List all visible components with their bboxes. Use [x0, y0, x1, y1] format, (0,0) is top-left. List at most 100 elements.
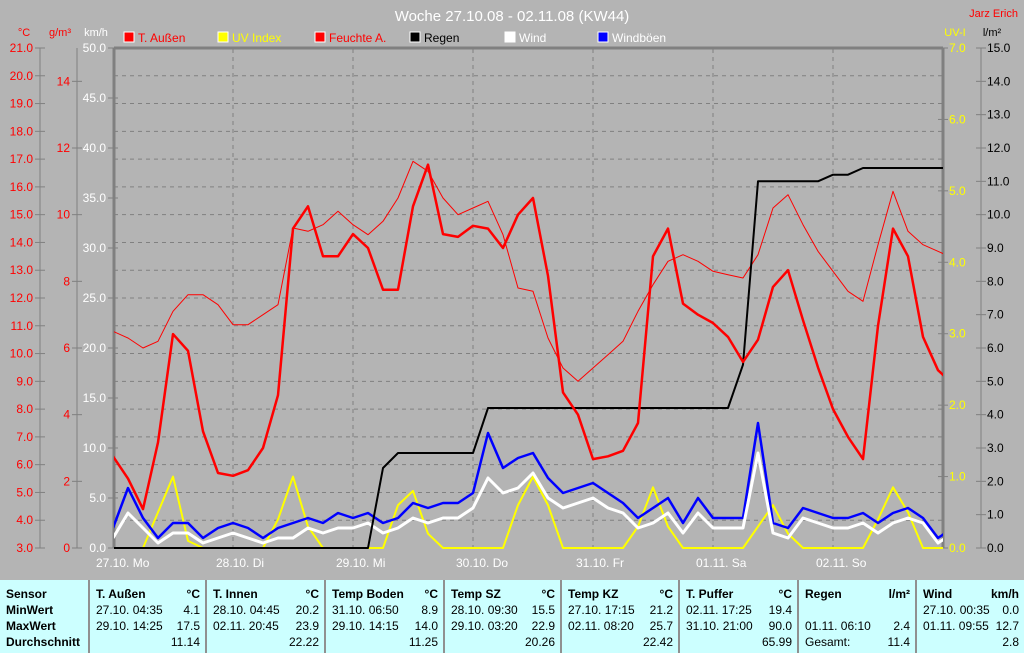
legend-swatch [217, 31, 229, 43]
temp-tick-label: 19.0 [10, 97, 34, 111]
temp-tick-label: 11.0 [11, 319, 34, 333]
rain-tick-label: 1.0 [987, 508, 1004, 522]
max-time: 29.10. 03:20 [451, 619, 518, 633]
rain-axis-unit: l/m² [983, 27, 1002, 39]
legend-label: Windböen [612, 31, 666, 45]
uv-tick-label: 1.0 [949, 470, 966, 484]
sensor-unit: °C [659, 587, 673, 601]
legend-label: Feuchte A. [329, 31, 386, 45]
rain-tick-label: 8.0 [987, 274, 1004, 288]
min-time: 27.10. 00:35 [923, 603, 990, 617]
row-label: MinWert [6, 603, 54, 617]
rain-tick-label: 6.0 [987, 341, 1004, 355]
hum-tick-label: 8 [63, 274, 70, 288]
sensor-unit: °C [305, 587, 319, 601]
legend-label: Regen [424, 31, 459, 45]
min-value: 19.4 [768, 603, 792, 617]
min-time: 28.10. 09:30 [451, 603, 518, 617]
temp-tick-label: 10.0 [10, 347, 34, 361]
legend-swatch [314, 31, 326, 43]
temp-tick-label: 18.0 [10, 124, 34, 138]
sensor-name: Temp SZ [451, 587, 501, 601]
max-value: 25.7 [649, 619, 673, 633]
hum-tick-label: 2 [63, 474, 70, 488]
uv-tick-label: 3.0 [949, 327, 966, 341]
sensor-column: Wind km/h 27.10. 00:35 0.0 01.11. 09:55 12.7 2… [915, 580, 1024, 653]
uv-axis-unit: UV-I [944, 27, 965, 39]
temp-tick-label: 21.0 [10, 41, 34, 55]
avg-value: 22.22 [288, 635, 319, 649]
rain-tick-label: 0.0 [987, 541, 1004, 555]
sensor-name: T. Innen [213, 587, 258, 601]
rain-tick-label: 11.0 [987, 174, 1010, 188]
temp-tick-label: 12.0 [10, 291, 34, 305]
avg-value: 11.4 [887, 635, 910, 649]
wind-tick-label: 30.0 [83, 241, 107, 255]
max-time: 29.10. 14:25 [96, 619, 163, 633]
min-value: 8.9 [421, 603, 438, 617]
sensor-column: Temp KZ °C 27.10. 17:15 21.2 02.11. 08:20 25.… [560, 580, 678, 653]
row-label: MaxWert [6, 619, 56, 633]
sensor-name: Wind [923, 587, 953, 601]
temp-axis-unit: °C [18, 27, 30, 39]
uv-tick-label: 2.0 [949, 398, 966, 412]
sensor-unit: km/h [990, 587, 1019, 601]
row-labels-column: Sensor MinWert MaxWert Durchschnitt [0, 580, 88, 653]
temp-tick-label: 9.0 [16, 374, 33, 388]
author-label: Jarz Erich [969, 8, 1018, 20]
sensor-name: Temp KZ [568, 587, 619, 601]
rain-tick-label: 4.0 [987, 408, 1004, 422]
max-value: 17.5 [176, 619, 200, 633]
legend-swatch [123, 31, 135, 43]
avg-value: 20.26 [524, 635, 555, 649]
temp-tick-label: 8.0 [16, 402, 33, 416]
rain-tick-label: 12.0 [987, 141, 1011, 155]
max-time: 01.11. 06:10 [805, 619, 871, 633]
wind-tick-label: 5.0 [89, 491, 106, 505]
min-value: 20.2 [295, 603, 319, 617]
avg-value: 65.99 [761, 635, 792, 649]
temp-tick-label: 13.0 [10, 263, 34, 277]
max-value: 23.9 [295, 619, 319, 633]
chart-title: Woche 27.10.08 - 02.11.08 (KW44) [395, 8, 630, 25]
rain-tick-label: 13.0 [987, 108, 1011, 122]
sensor-unit: °C [186, 587, 200, 601]
min-time: 31.10. 06:50 [332, 603, 399, 617]
hum-tick-label: 0 [63, 541, 70, 555]
temp-tick-label: 3.0 [16, 541, 33, 555]
legend-swatch [504, 31, 516, 43]
avg-value: 11.25 [408, 635, 438, 649]
legend-label: T. Außen [138, 31, 185, 45]
max-time: 01.11. 09:55 [923, 619, 989, 633]
sensor-column: Regen l/m² 01.11. 06:10 2.4 Gesamt: 11.4 [797, 580, 915, 653]
sensor-name: Regen [805, 587, 842, 601]
wind-tick-label: 35.0 [83, 191, 107, 205]
series-line-wind [114, 451, 943, 545]
legend-swatch [597, 31, 609, 43]
x-tick-label: 30.10. Do [456, 556, 508, 570]
max-value: 90.0 [768, 619, 792, 633]
sensor-column: Temp Boden °C 31.10. 06:50 8.9 29.10. 14:15 1… [324, 580, 443, 653]
series-line-t-außen [114, 163, 943, 511]
avg-value: 22.42 [642, 635, 673, 649]
sensor-name: Temp Boden [332, 587, 404, 601]
wind-tick-label: 15.0 [83, 391, 107, 405]
hum-axis-unit: g/m³ [49, 27, 71, 39]
rain-tick-label: 2.0 [987, 474, 1004, 488]
sensor-unit: °C [541, 587, 555, 601]
legend-swatch [409, 31, 421, 43]
min-time: 27.10. 17:15 [568, 603, 635, 617]
uv-tick-label: 4.0 [949, 255, 966, 269]
rain-tick-label: 3.0 [987, 441, 1004, 455]
min-value: 4.1 [183, 603, 200, 617]
wind-tick-label: 45.0 [83, 91, 107, 105]
min-time: 02.11. 17:25 [686, 603, 752, 617]
x-tick-label: 28.10. Di [216, 556, 264, 570]
sensor-name: T. Außen [96, 587, 146, 601]
uv-tick-label: 7.0 [949, 41, 966, 55]
wind-tick-label: 10.0 [83, 441, 107, 455]
rain-tick-label: 7.0 [987, 308, 1004, 322]
series-line-windböen [114, 421, 943, 540]
legend-label: Wind [519, 31, 546, 45]
sensor-column: Temp SZ °C 28.10. 09:30 15.5 29.10. 03:20 22.… [443, 580, 560, 653]
